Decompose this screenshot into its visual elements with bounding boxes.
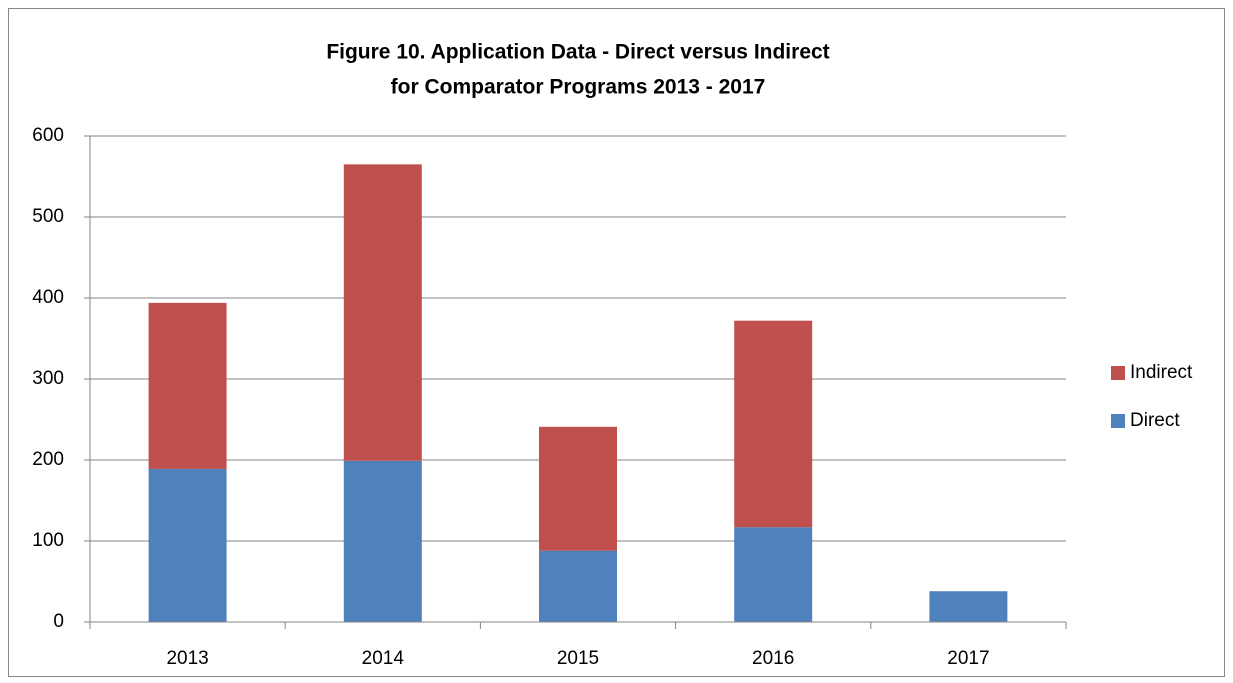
y-tick-label: 400 (32, 287, 64, 308)
bar-segment (148, 468, 227, 622)
y-tick-label: 600 (32, 125, 64, 146)
x-tick-label: 2017 (947, 648, 989, 669)
x-tick-label: 2016 (752, 648, 794, 669)
bar-segment (539, 550, 617, 622)
x-tick-label: 2015 (557, 648, 599, 669)
bar-segment (734, 320, 813, 528)
legend-swatch (1111, 414, 1125, 428)
legend-swatch (1111, 366, 1125, 380)
y-tick-label: 100 (32, 530, 64, 551)
y-tick-label: 500 (32, 206, 64, 227)
chart-subtitle: for Comparator Programs 2013 - 2017 (391, 76, 766, 99)
y-tick-label: 300 (32, 368, 64, 389)
bar-segment (539, 426, 617, 551)
legend-label: Direct (1130, 410, 1180, 431)
bar-segment (734, 527, 813, 622)
y-tick-label: 200 (32, 449, 64, 470)
bar-segment (148, 302, 227, 469)
bar-segment (343, 164, 422, 461)
y-tick-label: 0 (53, 611, 64, 632)
bar-segment (929, 591, 1008, 622)
x-tick-label: 2014 (362, 648, 405, 669)
legend-label: Indirect (1130, 362, 1193, 383)
chart-title: Figure 10. Application Data - Direct ver… (326, 41, 829, 64)
x-tick-label: 2013 (166, 648, 208, 669)
bar-segment (343, 460, 422, 622)
